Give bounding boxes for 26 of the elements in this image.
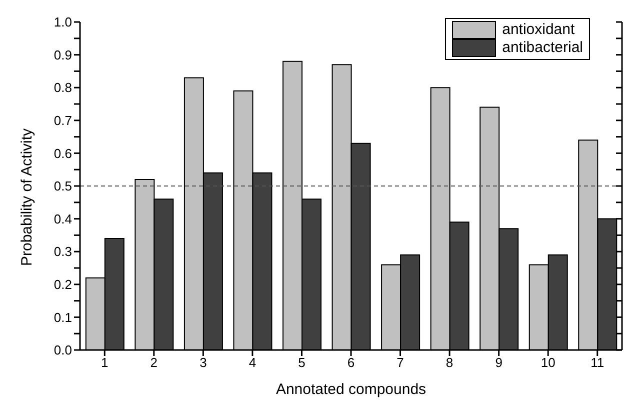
y-tick-label: 0.8 [54,80,72,96]
x-axis-title: Annotated compounds [276,381,426,398]
y-tick-label: 0.0 [54,342,72,358]
x-tick-label: 4 [248,355,256,370]
y-axis-title: Probability of Activity [18,128,36,266]
x-tick-label: 2 [150,355,158,370]
y-tick-label: 0.2 [54,277,72,292]
x-tick-label: 9 [495,355,502,370]
x-tick-label: 6 [347,355,355,370]
legend-label: antibacterial [502,39,583,57]
x-tick-label: 10 [540,355,556,370]
y-tick-label: 0.9 [54,47,72,62]
x-tick-label: 11 [590,355,604,370]
y-tick-label: 0.1 [54,310,72,325]
y-tick-label: 0.7 [54,113,72,128]
legend-label: antioxidant [502,21,575,39]
y-tick-label: 0.4 [54,211,72,226]
y-tick-label: 0.6 [54,146,72,161]
x-tick-label: 7 [396,355,404,370]
y-tick-label: 1.0 [54,14,72,30]
x-tick-label: 5 [298,355,306,370]
y-tick-label: 0.3 [54,244,72,260]
x-tick-label: 8 [446,355,454,370]
y-tick-label: 0.5 [54,178,72,194]
x-tick-label: 3 [200,355,207,370]
x-tick-label: 1 [101,355,108,370]
